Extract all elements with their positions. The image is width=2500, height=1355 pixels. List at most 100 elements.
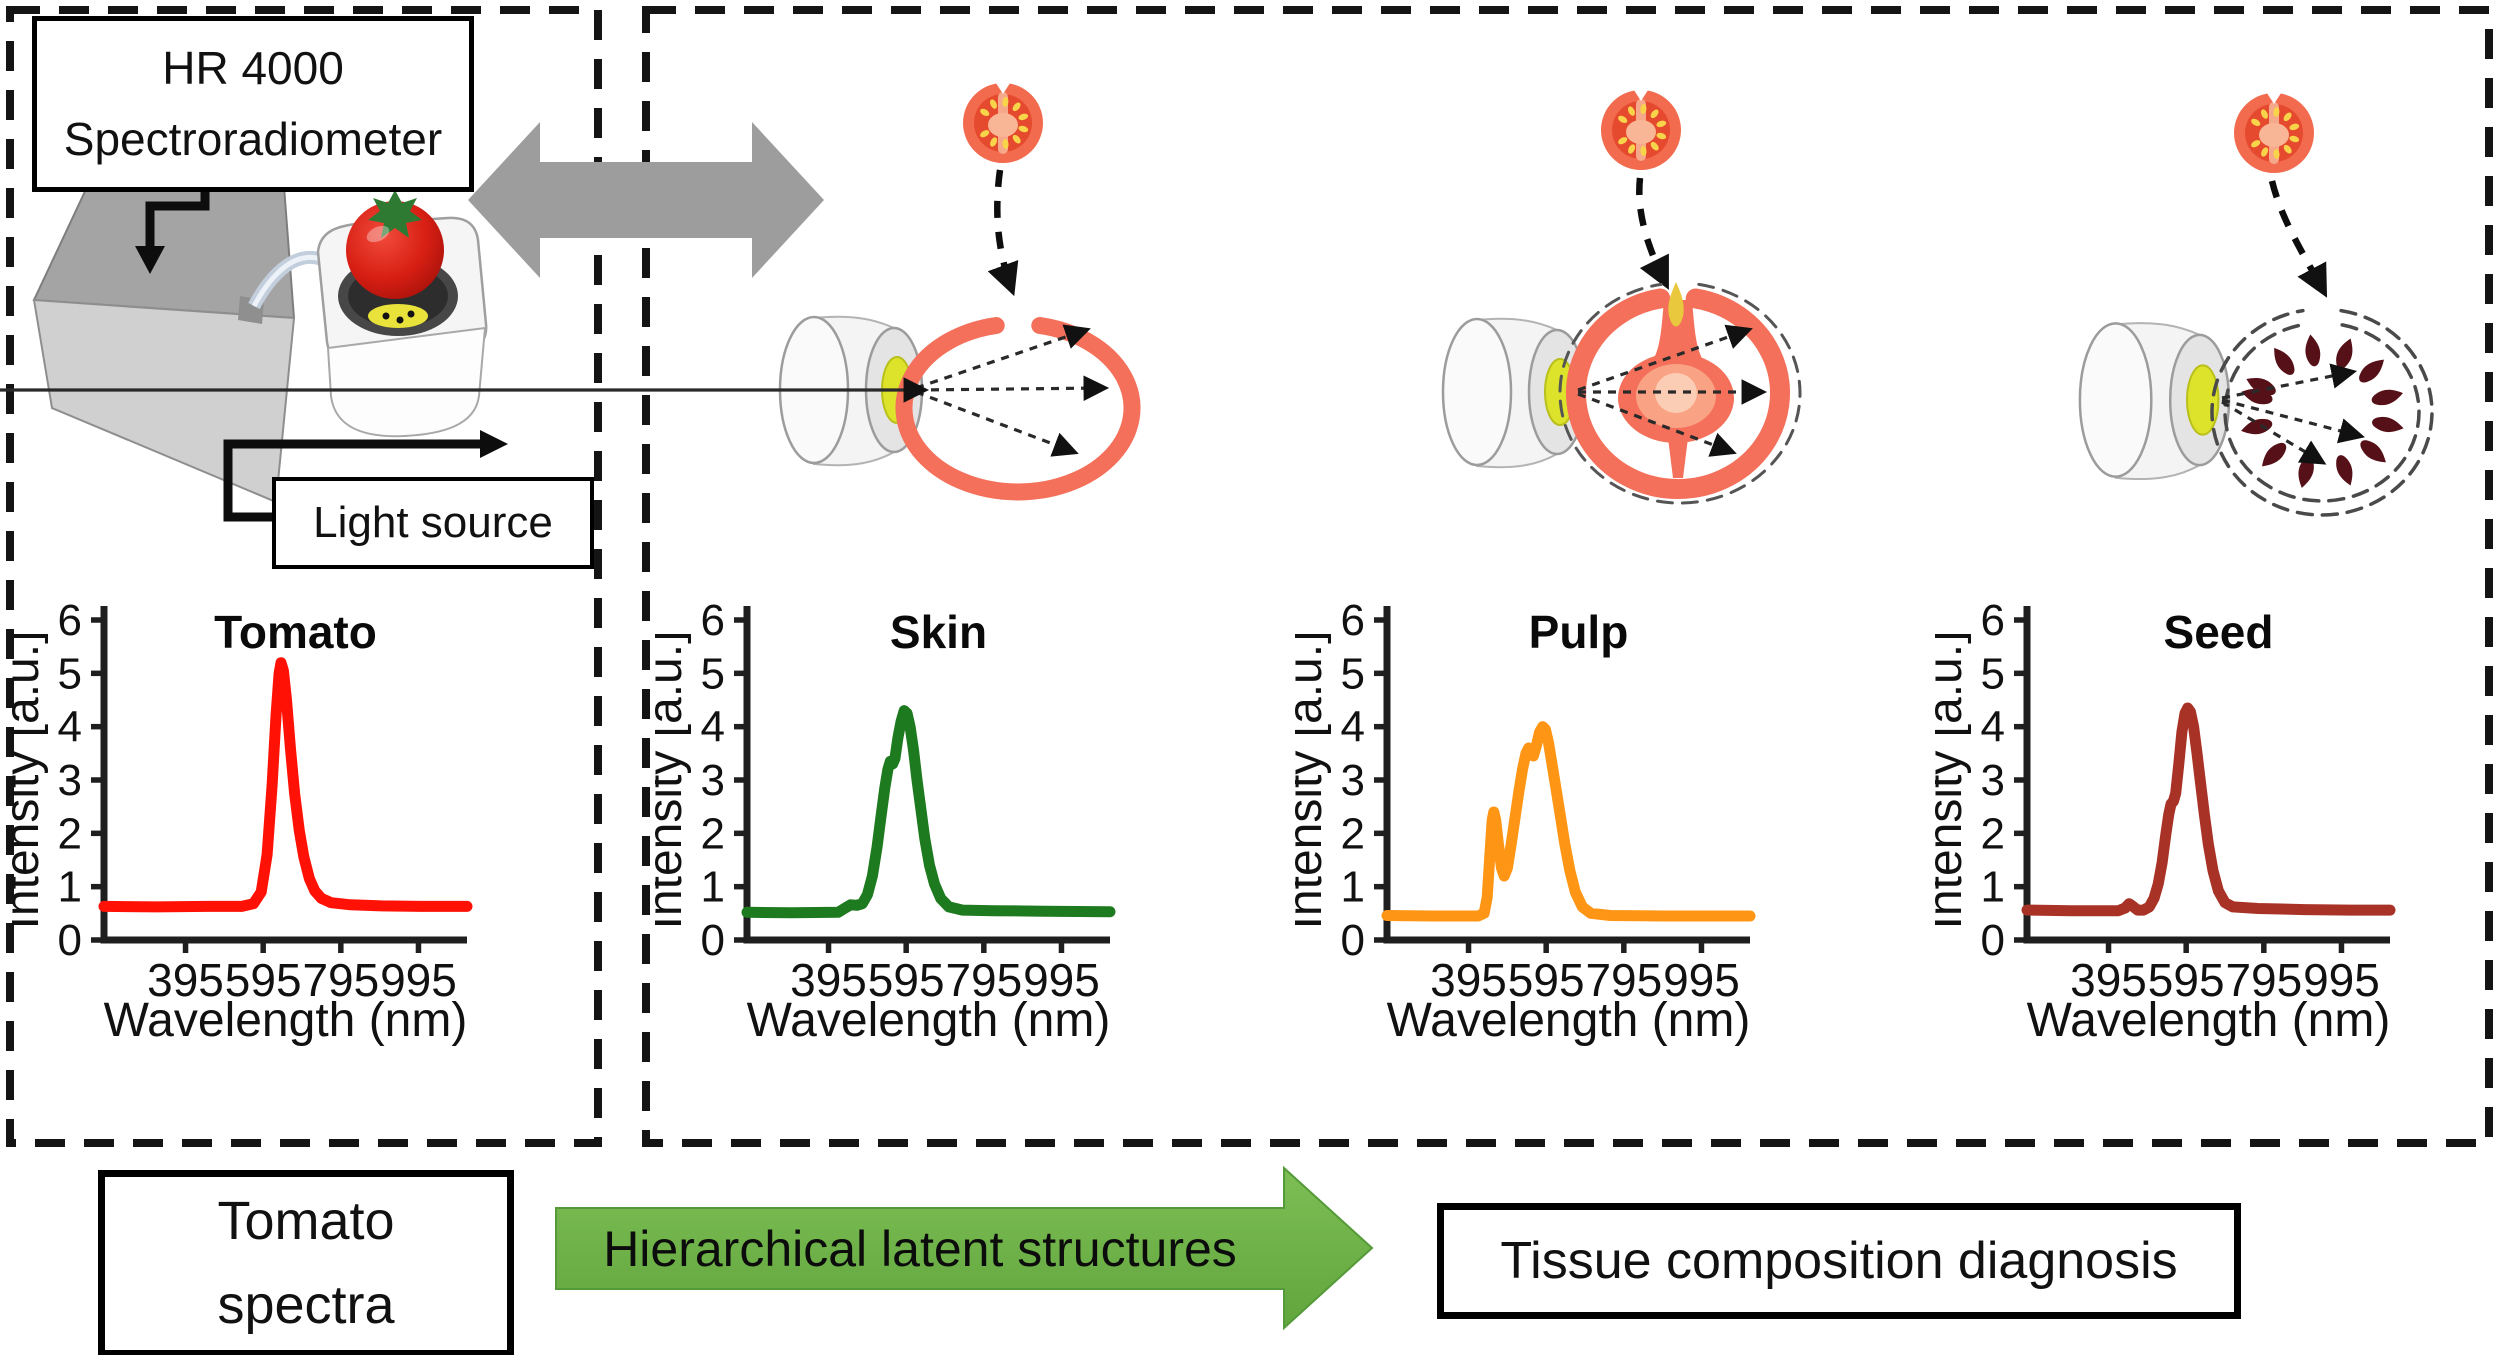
seed-outline-illustration	[2210, 308, 2434, 517]
seed-glyph	[2371, 389, 2403, 406]
seed-glyph	[2336, 338, 2353, 369]
spectrum-chart-tomato: 0 1 2 3 4 5 6 395 595 795 995 Tomato Wavelength (nm)…	[0, 588, 492, 1048]
seed-glyph	[2372, 416, 2404, 433]
seed-glyph	[2305, 334, 2321, 367]
pulp-light-rays	[1577, 324, 1768, 457]
chart-ylabel: Intensity [a.u.]	[655, 631, 692, 930]
chart-title: Seed	[2164, 606, 2274, 658]
chart-title: Tomato	[214, 606, 377, 658]
svg-text:2: 2	[701, 809, 725, 858]
spectrum-line-tomato	[98, 657, 473, 913]
svg-text:2: 2	[58, 809, 82, 858]
seed-glyph	[2360, 440, 2386, 463]
spectroradiometer-label-line1: HR 4000	[162, 41, 344, 94]
tomato-leaves	[368, 190, 422, 238]
pulp-illustration	[1558, 282, 1802, 505]
fiber-probe-illustration	[2078, 322, 2231, 481]
seed-glyph	[2336, 455, 2353, 486]
chart-svg-seed: 01 234 56 395 595 795 995 Seed Wavelength (nm) In…	[1919, 596, 2396, 1047]
process-arrow-label: Hierarchical latent structures	[603, 1220, 1237, 1277]
left-dashed-panel	[6, 6, 602, 1147]
svg-text:0: 0	[1341, 916, 1365, 965]
fiber-probe-illustration	[1441, 317, 1587, 469]
tissue-diagnosis-label: Tissue composition diagnosis	[1500, 1231, 2178, 1290]
spectrum-line-seed	[2021, 702, 2396, 917]
process-arrow	[555, 1165, 1374, 1331]
spectroradiometer-label-line2: Spectroradiometer	[63, 113, 443, 165]
svg-text:0: 0	[58, 916, 82, 965]
svg-text:395: 395	[790, 954, 867, 1006]
svg-text:795: 795	[945, 954, 1022, 1006]
seed-light-rays	[2221, 363, 2365, 465]
spectrum-line-pulp	[1381, 721, 1756, 922]
chart-title: Pulp	[1529, 606, 1629, 658]
tomato-spectra-line1: Tomato	[217, 1190, 395, 1251]
svg-text:4: 4	[1341, 703, 1365, 752]
dashed-drop-arrow-skin	[987, 169, 1019, 297]
svg-text:1: 1	[1341, 863, 1365, 912]
skin-light-rays	[0, 324, 1110, 457]
spectrum-chart-seed: 0 1 2 3 4 5 6 395 595 795 995 Seed Wavelength (nm) In…	[1919, 588, 2415, 1048]
seed-glyph	[2246, 377, 2276, 396]
seed-glyph	[2298, 456, 2314, 488]
spectrum-chart-skin: 0 1 2 3 4 5 6 395 595 795 995 Skin Wavelength (nm) In…	[639, 588, 1135, 1048]
chart-xlabel: Wavelength (nm)	[104, 994, 468, 1047]
svg-text:395: 395	[2070, 954, 2147, 1006]
svg-text:995: 995	[1023, 954, 1100, 1006]
spectrum-chart-pulp: 0 1 2 3 4 5 6 395 595 795 995 Pulp Wavelength (nm) In…	[1279, 588, 1775, 1048]
spectrum-line-skin	[741, 705, 1116, 919]
skin-outline-illustration	[895, 317, 1141, 501]
chart-title: Skin	[890, 606, 987, 658]
svg-text:995: 995	[380, 954, 457, 1006]
chart-xlabel: Wavelength (nm)	[2027, 994, 2391, 1047]
svg-text:0: 0	[1981, 916, 2005, 965]
chart-ylabel: Intensity [a.u.]	[1935, 631, 1972, 930]
svg-text:6: 6	[701, 596, 725, 645]
svg-text:595: 595	[868, 954, 945, 1006]
chart-svg-pulp: 01 234 56 395 595 795 995 Pulp Wavelength (nm) In…	[1279, 596, 1756, 1047]
svg-text:795: 795	[2225, 954, 2302, 1006]
svg-text:4: 4	[1981, 703, 2005, 752]
svg-text:595: 595	[1508, 954, 1585, 1006]
svg-text:1: 1	[1981, 863, 2005, 912]
svg-text:0: 0	[701, 916, 725, 965]
svg-text:1: 1	[58, 863, 82, 912]
chart-xlabel: Wavelength (nm)	[1387, 994, 1751, 1047]
chart-xlabel: Wavelength (nm)	[747, 994, 1111, 1047]
seed-glyph	[2241, 388, 2273, 405]
double-arrow-icon	[468, 122, 824, 278]
svg-text:795: 795	[302, 954, 379, 1006]
seed-glyph	[2359, 359, 2384, 383]
svg-text:3: 3	[1341, 756, 1365, 805]
svg-text:6: 6	[1341, 596, 1365, 645]
svg-text:3: 3	[1981, 756, 2005, 805]
svg-text:595: 595	[225, 954, 302, 1006]
svg-text:1: 1	[701, 863, 725, 912]
svg-text:3: 3	[58, 756, 82, 805]
tomato-on-device	[346, 201, 444, 299]
chart-ylabel: Intensity [a.u.]	[1295, 631, 1332, 930]
seed-glyph	[2274, 347, 2295, 375]
seed-glyph	[2262, 442, 2287, 467]
svg-text:6: 6	[58, 596, 82, 645]
tomato-cross-section-icon	[1601, 87, 1681, 170]
svg-text:995: 995	[1663, 954, 1740, 1006]
tomato-spectra-box: Tomato spectra	[98, 1170, 514, 1355]
right-dashed-panel	[642, 6, 2493, 1147]
label-arrow	[135, 183, 210, 274]
svg-text:5: 5	[1341, 649, 1365, 698]
svg-text:5: 5	[58, 649, 82, 698]
svg-text:595: 595	[2148, 954, 2225, 1006]
light-source-label-box: Light source	[272, 477, 594, 569]
seed-glyph	[2241, 418, 2273, 435]
chart-svg-tomato: 01 234 56 395 595 795 995 Tomato Wavelength (nm)…	[0, 596, 473, 1047]
svg-text:5: 5	[1981, 649, 2005, 698]
tomato-cross-section-icon	[963, 80, 1043, 163]
light-source-label: Light source	[313, 497, 553, 547]
svg-text:995: 995	[2303, 954, 2380, 1006]
svg-text:2: 2	[1341, 809, 1365, 858]
dashed-drop-arrow-pulp	[1636, 177, 1669, 290]
svg-text:395: 395	[147, 954, 224, 1006]
